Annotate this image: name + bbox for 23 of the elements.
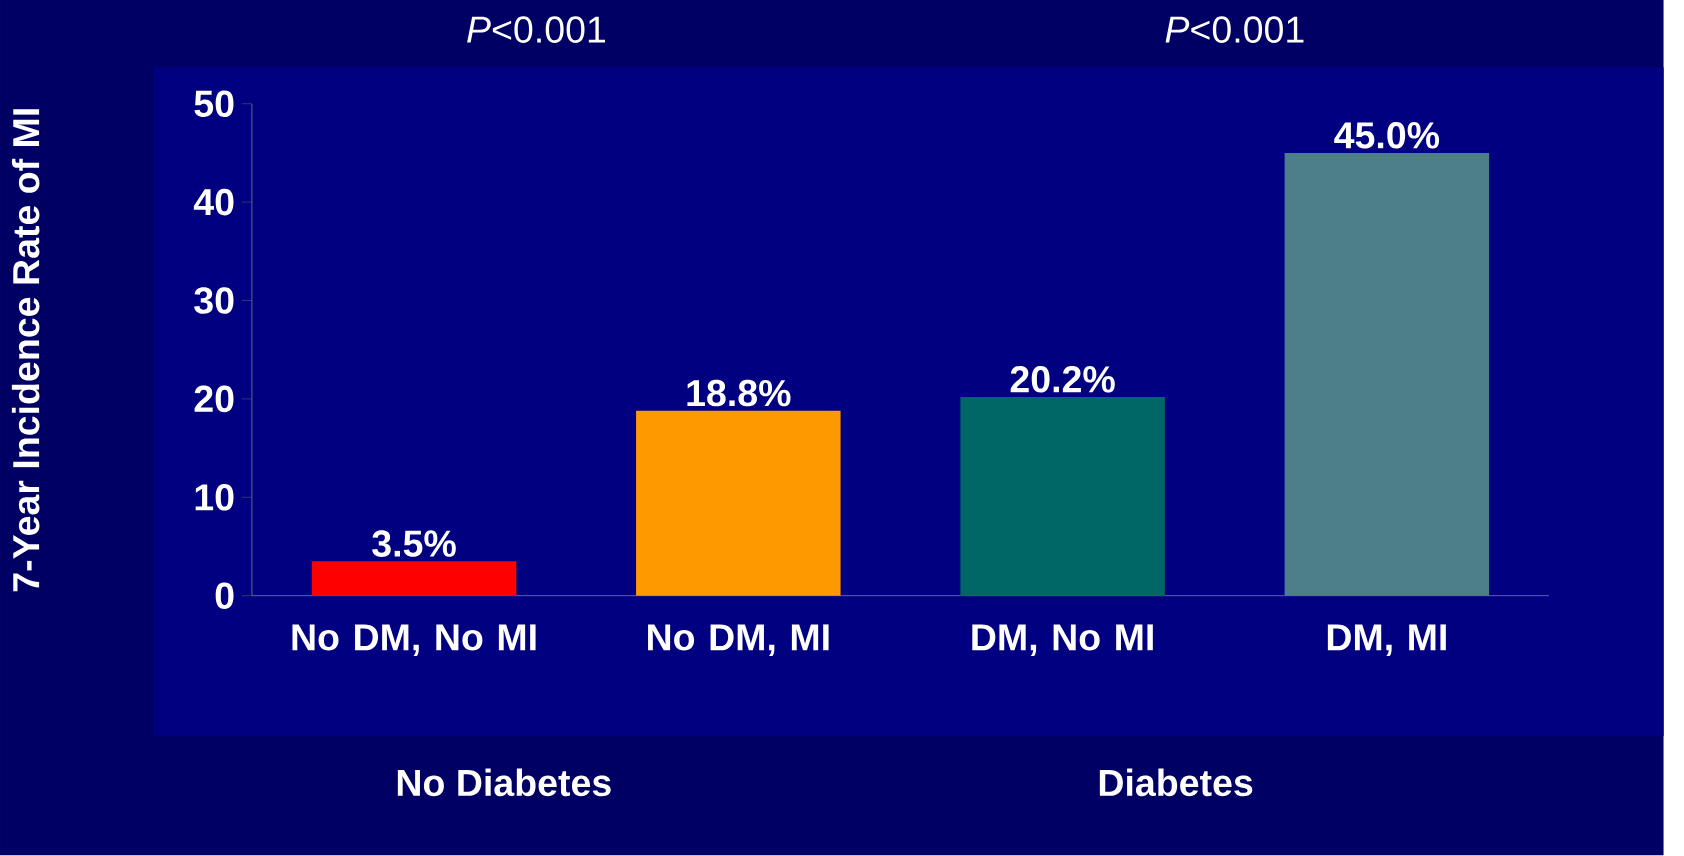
y-axis-title: 7-Year Incidence Rate of MI — [11, 109, 40, 592]
x-tick-label: No DM, MI — [648, 624, 829, 657]
y-tick-label: 10 — [195, 484, 234, 511]
y-tick-label: 50 — [194, 90, 234, 118]
y-tick-label: 0 — [215, 582, 234, 610]
data-label: 3.5% — [372, 530, 456, 558]
text: P<0.001 — [1165, 16, 1304, 44]
bar — [311, 561, 517, 596]
bar — [636, 410, 841, 596]
x-tick-label: DM, No MI — [972, 624, 1153, 657]
data-label: 20.2% — [1010, 366, 1115, 393]
text: Diabetes — [1099, 768, 1253, 797]
data-label: 45.0% — [1334, 122, 1440, 149]
bar — [960, 397, 1165, 596]
bar — [1284, 153, 1490, 596]
data-label: 18.8% — [687, 380, 791, 407]
text: No Diabetes — [397, 768, 611, 797]
x-tick-label: No DM, No MI — [292, 624, 536, 657]
text: P<0.001 — [467, 16, 606, 44]
x-tick-label: DM, MI — [1327, 624, 1446, 657]
y-tick-label: 30 — [194, 287, 234, 315]
y-tick-label: 20 — [194, 385, 234, 413]
y-tick-label: 40 — [193, 189, 234, 216]
